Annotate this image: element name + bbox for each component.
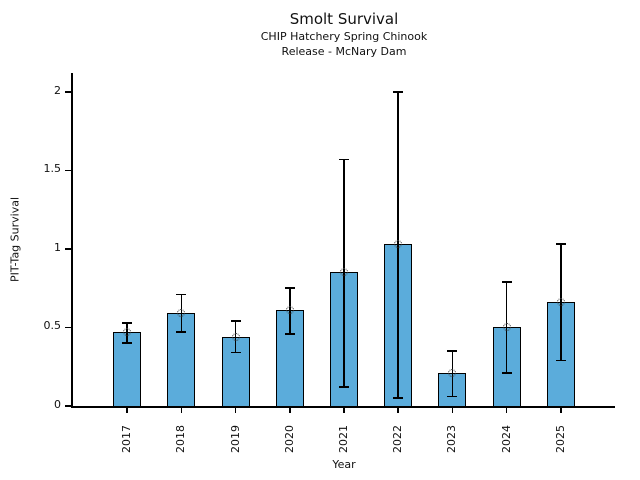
x-tick-label: 2019	[228, 425, 242, 453]
error-bar-cap-bottom	[447, 395, 458, 398]
error-bar-cap-top	[447, 350, 458, 352]
point-marker	[556, 298, 565, 307]
error-bar-cap-bottom	[176, 331, 187, 333]
title-block: Smolt Survival CHIP Hatchery Spring Chin…	[73, 10, 615, 59]
x-tick-mark	[126, 407, 128, 413]
error-bar-cap-top	[339, 158, 349, 161]
chart-subtitle-line1: CHIP Hatchery Spring Chinook	[260, 30, 428, 43]
error-bar-cap-top	[393, 91, 404, 93]
x-tick-label: 2020	[282, 425, 296, 453]
point-marker	[231, 332, 240, 341]
x-tick-label: 2021	[337, 425, 350, 453]
y-tick-label: 0.5	[43, 319, 62, 333]
bar	[275, 310, 304, 406]
x-tick-mark	[397, 407, 399, 413]
y-tick-label: 1	[54, 240, 61, 254]
error-bar-cap-top	[230, 320, 241, 322]
x-tick-label: 2022	[391, 425, 405, 453]
y-tick-mark	[65, 326, 72, 329]
error-bar-cap-bottom	[230, 351, 241, 354]
point-marker	[123, 328, 132, 337]
error-bar-cap-top	[501, 281, 512, 283]
error-bar-cap-bottom	[284, 332, 295, 335]
error-bar-cap-bottom	[339, 386, 349, 388]
y-tick-mark	[65, 169, 72, 172]
error-bar-cap-top	[176, 293, 187, 296]
y-tick-label: 2	[54, 83, 61, 97]
x-tick-label: 2017	[120, 425, 134, 453]
x-axis-line	[71, 406, 615, 408]
x-tick-label: 2023	[445, 425, 459, 453]
point-marker	[177, 309, 186, 318]
error-bar-cap-top	[555, 243, 566, 245]
point-marker	[448, 369, 457, 377]
y-tick-label: 0	[54, 398, 61, 411]
error-bar-cap-top	[284, 287, 295, 289]
x-tick-label: 2018	[174, 425, 188, 453]
error-bar-cap-bottom	[122, 342, 133, 344]
y-tick-label: 1.5	[43, 162, 62, 176]
x-tick-mark	[343, 407, 345, 413]
error-bar-cap-top	[122, 321, 133, 324]
chart-subtitle-line2: Release - McNary Dam	[281, 45, 407, 58]
x-tick-mark	[560, 407, 562, 413]
x-tick-mark	[180, 407, 183, 413]
x-tick-mark	[234, 407, 237, 413]
y-axis-line	[71, 73, 73, 406]
y-tick-mark	[65, 248, 72, 250]
x-tick-label: 2025	[553, 425, 567, 453]
x-axis-label: Year	[332, 458, 356, 471]
x-tick-mark	[505, 407, 508, 413]
y-tick-mark	[65, 91, 72, 93]
point-marker	[285, 306, 294, 315]
error-bar-cap-bottom	[501, 372, 512, 374]
point-marker	[340, 268, 348, 277]
error-bar-cap-bottom	[393, 397, 404, 399]
error-bar-cap-bottom	[555, 359, 566, 362]
x-tick-mark	[451, 407, 454, 413]
chart-title: Smolt Survival	[289, 10, 399, 28]
point-marker	[394, 240, 403, 249]
x-tick-mark	[289, 407, 291, 413]
x-tick-label: 2024	[499, 425, 513, 453]
point-marker	[502, 323, 511, 332]
y-tick-mark	[65, 405, 72, 407]
